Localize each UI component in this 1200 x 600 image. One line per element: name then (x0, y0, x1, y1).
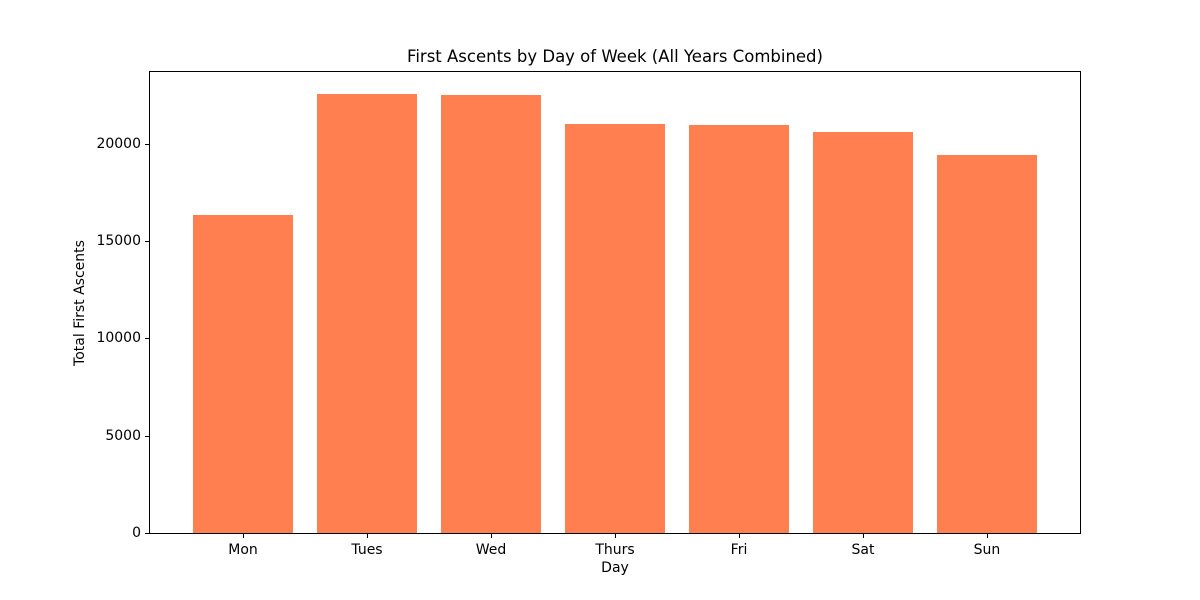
bar-sat (813, 131, 913, 533)
x-tick-mark (243, 534, 244, 538)
bar-thurs (565, 123, 665, 533)
y-tick-label: 5000 (105, 428, 141, 444)
x-axis-label: Day (601, 560, 629, 576)
x-tick-label-tues: Tues (351, 542, 383, 558)
chart-title: First Ascents by Day of Week (All Years … (407, 47, 823, 66)
y-tick-label: 20000 (96, 136, 141, 152)
y-tick-label: 10000 (96, 330, 141, 346)
x-tick-label-sat: Sat (851, 542, 875, 558)
y-axis-label: Total First Ascents (72, 240, 88, 366)
x-tick-mark (739, 534, 740, 538)
x-tick-label-fri: Fri (730, 542, 748, 558)
y-tick-label: 0 (132, 525, 141, 541)
bar-sun (937, 154, 1037, 533)
y-tick-mark (145, 241, 149, 242)
bar-wed (441, 95, 541, 533)
bar-fri (689, 124, 789, 533)
x-tick-mark (615, 534, 616, 538)
x-tick-label-thurs: Thurs (595, 542, 635, 558)
x-tick-label-mon: Mon (228, 542, 258, 558)
bar-mon (193, 214, 293, 533)
y-tick-mark (145, 533, 149, 534)
plot-area (149, 71, 1081, 534)
x-tick-mark (863, 534, 864, 538)
y-tick-mark (145, 338, 149, 339)
y-tick-label: 15000 (96, 233, 141, 249)
x-tick-label-sun: Sun (973, 542, 1001, 558)
x-tick-mark (987, 534, 988, 538)
y-tick-mark (145, 436, 149, 437)
x-tick-mark (491, 534, 492, 538)
x-tick-label-wed: Wed (475, 542, 507, 558)
x-tick-mark (367, 534, 368, 538)
y-tick-mark (145, 144, 149, 145)
bar-tues (317, 93, 417, 533)
